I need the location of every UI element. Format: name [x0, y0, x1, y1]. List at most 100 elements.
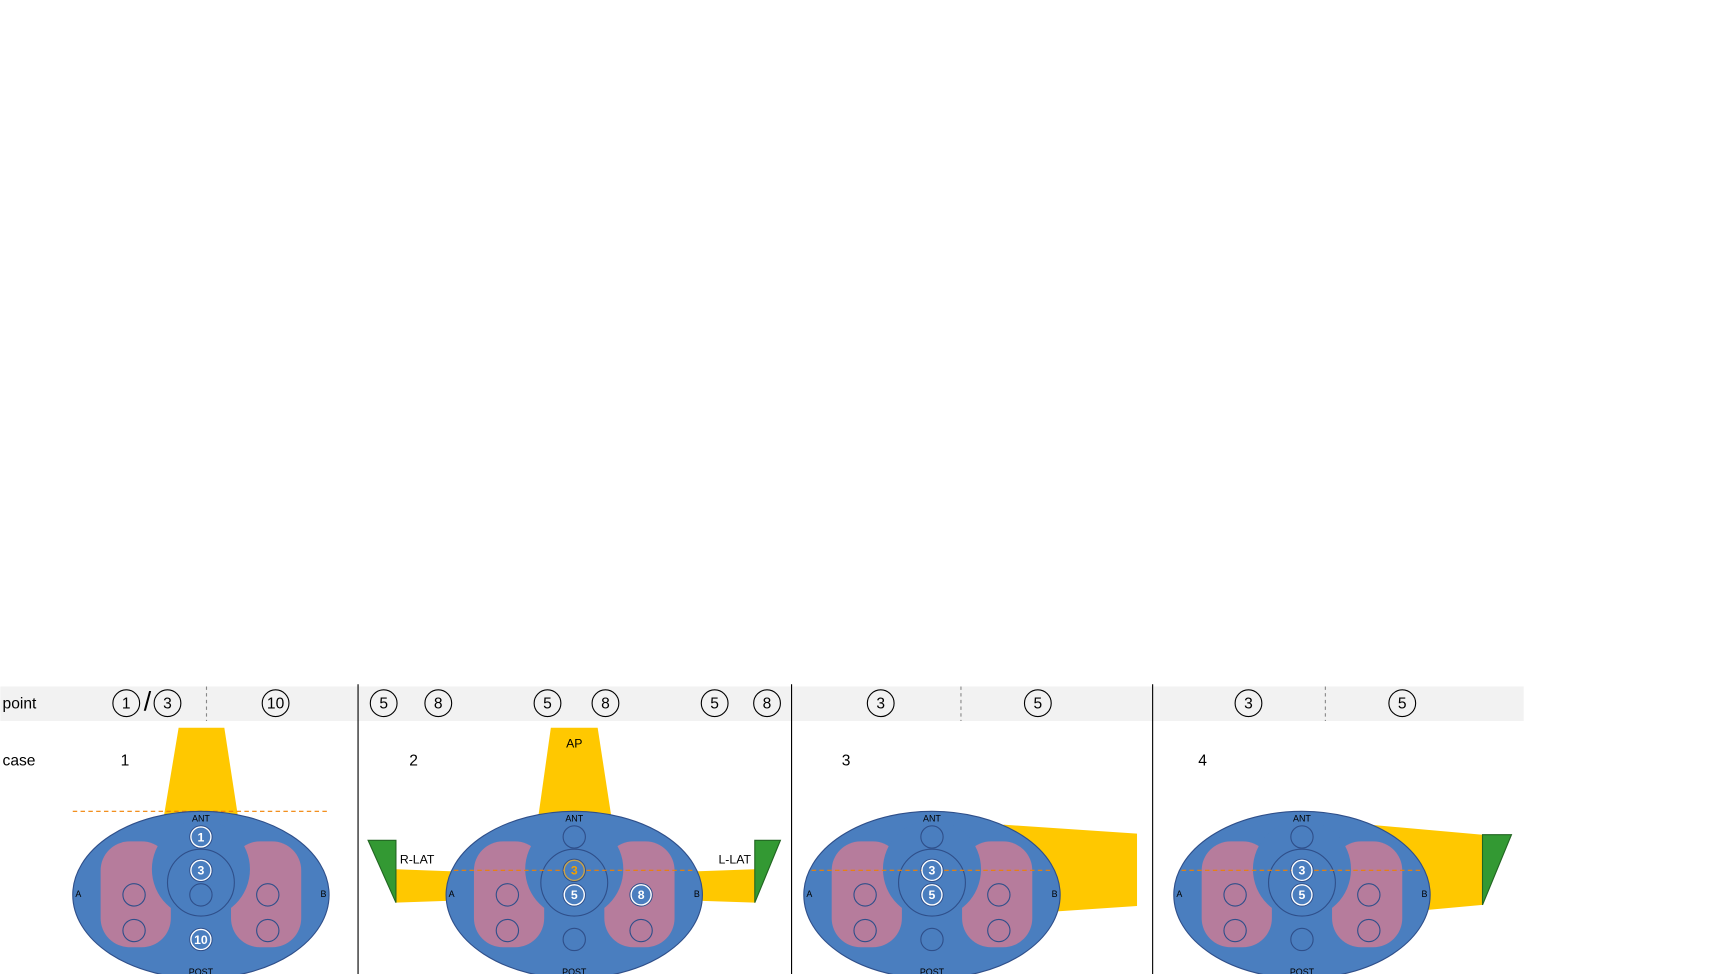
- case-label: 2: [409, 752, 418, 769]
- marker-label: 3: [1299, 864, 1306, 878]
- body-label: ANT: [192, 813, 210, 823]
- row-label: case: [3, 752, 36, 769]
- marker: [921, 884, 943, 906]
- slot: [1357, 918, 1381, 943]
- slot: [853, 883, 877, 907]
- point-circle: [424, 689, 453, 718]
- slot: [1290, 825, 1314, 849]
- slot: [987, 918, 1011, 943]
- slot: [189, 858, 213, 883]
- wedge: [367, 839, 397, 903]
- case-label: 3: [842, 752, 851, 769]
- point-circle: [369, 689, 398, 718]
- point-separator: /: [144, 686, 152, 716]
- beam: [691, 869, 755, 903]
- marker: [190, 826, 212, 848]
- point-circle: [112, 689, 141, 718]
- slot: [1223, 918, 1247, 943]
- slot: [1290, 883, 1314, 907]
- beam-label: R-LAT: [400, 853, 435, 867]
- slot: [495, 883, 520, 907]
- slot: [256, 918, 280, 943]
- point-label: 5: [1398, 695, 1407, 712]
- body-label: A: [449, 889, 455, 899]
- point-circle: [753, 689, 781, 718]
- body-label: POST: [1290, 967, 1315, 974]
- point-label: 10: [267, 695, 285, 712]
- marker: [921, 859, 943, 882]
- body-label: POST: [920, 967, 945, 974]
- marker: [190, 859, 212, 882]
- point-label: 5: [1034, 695, 1043, 712]
- body-label: POST: [562, 967, 587, 974]
- point-circle: [700, 689, 729, 718]
- body-label: B: [694, 889, 700, 899]
- marker-label: 5: [1299, 888, 1306, 902]
- slot: [562, 927, 586, 952]
- marker-label: 5: [929, 888, 936, 902]
- case-label: 4: [1198, 752, 1207, 769]
- slot: [189, 927, 213, 952]
- row-label: point: [3, 695, 37, 712]
- slot: [122, 883, 146, 907]
- slot: [629, 918, 653, 943]
- beam: [538, 727, 612, 815]
- body-label: B: [1422, 889, 1428, 899]
- beam: [164, 727, 238, 815]
- point-label: 3: [1244, 695, 1253, 712]
- slot: [256, 883, 280, 907]
- slot: [920, 883, 944, 907]
- slot: [1223, 883, 1247, 907]
- body-label: A: [806, 889, 812, 899]
- point-label: 8: [763, 695, 772, 712]
- mediastinum-outline: [540, 848, 609, 917]
- point-label: 5: [710, 695, 719, 712]
- point-label: 5: [543, 695, 552, 712]
- beam-label: AP: [566, 737, 582, 751]
- marker-label: 3: [571, 864, 578, 878]
- point-circle: [153, 689, 182, 718]
- point-circle: [261, 689, 290, 718]
- body-label: B: [1052, 889, 1058, 899]
- case-label: 1: [121, 752, 130, 769]
- point-circle: [1388, 689, 1417, 718]
- slot: [1357, 883, 1381, 907]
- point-circle: [533, 689, 562, 718]
- slot: [920, 927, 944, 952]
- marker-label: 3: [198, 864, 205, 878]
- marker: [630, 884, 652, 906]
- marker: [1291, 884, 1313, 906]
- wedge: [754, 839, 782, 903]
- marker-label: 3: [929, 864, 936, 878]
- slot: [122, 918, 146, 943]
- slot: [629, 883, 653, 907]
- marker-label: 5: [571, 888, 578, 902]
- marker: [563, 859, 585, 882]
- body-label: A: [1176, 889, 1182, 899]
- slot: [853, 918, 877, 943]
- point-label: 8: [601, 695, 610, 712]
- mediastinum-outline: [897, 848, 966, 917]
- marker-label: 10: [194, 933, 208, 947]
- body-label: A: [75, 889, 81, 899]
- beam: [395, 869, 458, 903]
- point-circle: [1234, 689, 1263, 718]
- beam-label: L-LAT: [719, 853, 752, 867]
- slot: [495, 918, 520, 943]
- mediastinum-outline: [1267, 848, 1336, 917]
- marker: [190, 928, 212, 951]
- body-label: POST: [189, 967, 214, 974]
- slot: [920, 825, 944, 849]
- body-label: ANT: [923, 813, 941, 823]
- marker-label: 8: [638, 888, 645, 902]
- point-label: 3: [163, 695, 172, 712]
- point-circle: [591, 689, 620, 718]
- point-label: 5: [379, 695, 388, 712]
- point-circle: [866, 689, 895, 718]
- point-label: 3: [876, 695, 885, 712]
- marker: [563, 884, 585, 906]
- slot: [562, 883, 586, 907]
- marker: [1291, 859, 1313, 882]
